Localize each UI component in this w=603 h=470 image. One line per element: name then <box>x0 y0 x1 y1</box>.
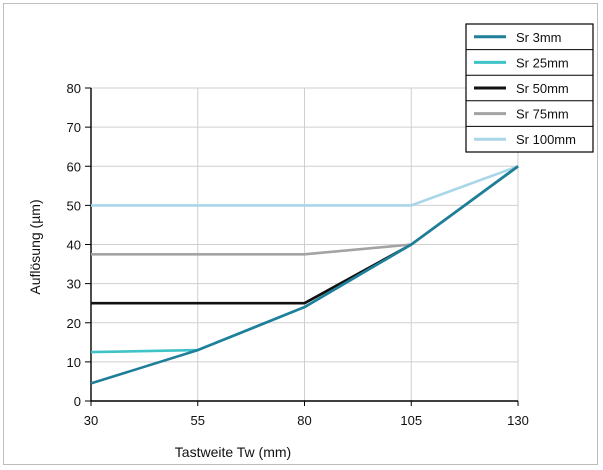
axes <box>85 87 519 406</box>
series-lines <box>90 165 519 385</box>
y-tick-label: 50 <box>67 198 81 213</box>
line-chart: 0 10 20 30 40 50 60 70 80 30 55 80 105 130 Tastweite … <box>27 23 594 460</box>
legend-label: Sr 75mm <box>516 107 569 122</box>
y-axis-label: Auflösung (µm) <box>27 199 43 294</box>
grid <box>91 87 519 401</box>
y-tick-label: 20 <box>67 316 81 331</box>
legend-label: Sr 50mm <box>516 81 569 96</box>
y-tick-label: 30 <box>67 277 81 292</box>
y-tick-label: 40 <box>67 238 81 253</box>
y-tick-label: 0 <box>74 394 81 409</box>
chart-frame: 0 10 20 30 40 50 60 70 80 30 55 80 105 130 Tastweite … <box>3 3 598 465</box>
tick-labels: 0 10 20 30 40 50 60 70 80 30 55 80 105 130 <box>67 81 529 428</box>
legend-label: Sr 3mm <box>516 30 562 45</box>
series-line-sr-100mm <box>91 165 519 207</box>
legend-label: Sr 100mm <box>516 132 576 147</box>
x-tick-label: 80 <box>297 413 311 428</box>
y-tick-label: 10 <box>67 355 81 370</box>
y-tick-label: 70 <box>67 120 81 135</box>
x-tick-label: 130 <box>507 413 529 428</box>
y-tick-label: 60 <box>67 159 81 174</box>
x-tick-label: 30 <box>84 413 98 428</box>
x-axis-label: Tastweite Tw (mm) <box>175 444 291 460</box>
x-tick-label: 55 <box>191 413 205 428</box>
x-tick-label: 105 <box>400 413 422 428</box>
legend-label: Sr 25mm <box>516 55 569 70</box>
series-line-sr-3mm <box>90 165 519 385</box>
y-tick-label: 80 <box>67 81 81 96</box>
legend: Sr 3mm Sr 25mm Sr 50mm Sr 75mm Sr 100mm <box>465 23 594 153</box>
